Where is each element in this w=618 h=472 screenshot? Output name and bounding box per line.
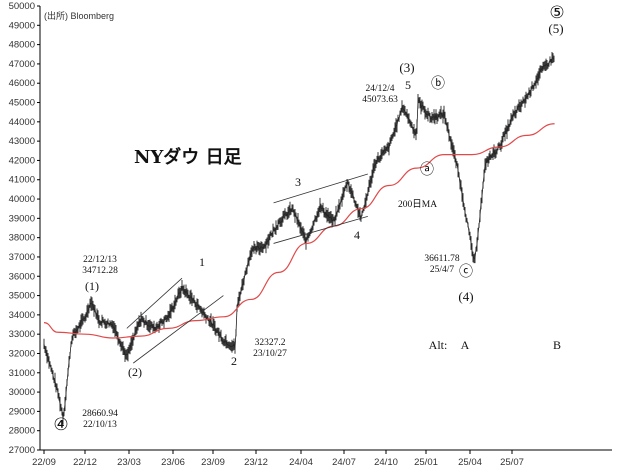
y-tick-label: 33000 [9, 329, 35, 340]
alt-label: Alt: [429, 338, 448, 352]
y-tick-label: 32000 [9, 348, 35, 359]
y-tick-label: 45000 [9, 98, 35, 109]
y-tick-label: 40000 [9, 194, 35, 205]
x-tick-label: 24/07 [332, 457, 356, 468]
x-tick-label: 25/01 [414, 457, 438, 468]
y-tick-label: 39000 [9, 213, 35, 224]
wave-label: 5 [405, 78, 411, 92]
x-tick-label: 25/04 [458, 457, 482, 468]
wave-label: 3 [295, 175, 301, 189]
x-tick-label: 23/06 [161, 457, 185, 468]
wave-label: 1 [199, 255, 205, 269]
price-series [43, 52, 555, 425]
price-label: 32327.2 [255, 338, 286, 348]
price-label: 23/10/27 [253, 349, 287, 359]
price-label: 22/10/13 [83, 420, 117, 430]
y-tick-label: 48000 [9, 40, 35, 51]
x-tick-label: 23/12 [244, 457, 268, 468]
alt-label: A [461, 338, 470, 352]
x-tick-label: 23/03 [117, 457, 141, 468]
wave-label: (1) [85, 279, 99, 293]
price-label: 25/4/7 [430, 265, 455, 275]
y-tick-label: 34000 [9, 310, 35, 321]
wave-label: 2 [231, 354, 237, 368]
y-tick-label: 37000 [9, 252, 35, 263]
y-tick-label: 49000 [9, 20, 35, 31]
x-tick-label: 22/12 [73, 457, 97, 468]
wave-label: 4 [354, 228, 360, 242]
y-tick-label: 27000 [9, 445, 35, 456]
channel-line [273, 173, 368, 204]
y-tick-label: 29000 [9, 406, 35, 417]
price-label: 45073.63 [362, 95, 398, 105]
y-tick-label: 50000 [9, 1, 35, 12]
wave-label: ⓒ [459, 264, 473, 280]
wave-label: ⓐ [420, 162, 434, 178]
y-tick-label: 44000 [9, 117, 35, 128]
x-axis-ticks: 22/09 22/12 23/03 23/06 23/09 23/12 24/04 24/07… [32, 450, 524, 468]
price-line [43, 57, 555, 419]
y-tick-label: 31000 [9, 368, 35, 379]
y-tick-label: 30000 [9, 387, 35, 398]
y-tick-label: 42000 [9, 155, 35, 166]
y-tick-label: 47000 [9, 59, 35, 70]
y-tick-label: 41000 [9, 175, 35, 186]
price-label: 36611.78 [424, 254, 460, 264]
wave-label: (5) [548, 21, 563, 36]
wave-label: (2) [128, 365, 142, 379]
price-label: 24/12/4 [365, 84, 394, 94]
wave-label: (4) [458, 289, 473, 304]
source-label: (出所) Bloomberg [44, 10, 114, 21]
x-tick-label: 23/09 [201, 457, 225, 468]
wave-label: ④ [53, 415, 68, 434]
y-tick-label: 43000 [9, 136, 35, 147]
price-label: 34712.28 [82, 266, 118, 276]
channel-line [133, 295, 224, 364]
wave-label: (3) [399, 60, 414, 75]
price-label: 28660.94 [82, 409, 118, 419]
y-tick-label: 28000 [9, 426, 35, 437]
ma-label: 200日MA [398, 199, 437, 210]
annotations: 22/12/1334712.2828660.9422/10/1332327.22… [53, 3, 564, 434]
y-tick-label: 46000 [9, 78, 35, 89]
y-axis-ticks: 27000 28000 29000 30000 31000 32000 33000 34000… [9, 1, 40, 456]
chart-title: NYダウ 日足 [134, 146, 242, 168]
price-label: 22/12/13 [83, 255, 117, 265]
y-tick-label: 35000 [9, 291, 35, 302]
x-tick-label: 24/04 [289, 457, 313, 468]
wave-label: ⑤ [549, 3, 564, 22]
y-tick-label: 36000 [9, 271, 35, 282]
ma200-line [43, 123, 555, 339]
channel-line [126, 277, 183, 329]
x-tick-label: 24/10 [374, 457, 398, 468]
trend-channels [126, 173, 368, 364]
x-tick-label: 22/09 [32, 457, 56, 468]
alt-label: B [553, 338, 561, 352]
channel-line [273, 216, 368, 244]
y-tick-label: 38000 [9, 233, 35, 244]
wave-label: ⓑ [431, 76, 445, 92]
x-tick-label: 25/07 [500, 457, 524, 468]
